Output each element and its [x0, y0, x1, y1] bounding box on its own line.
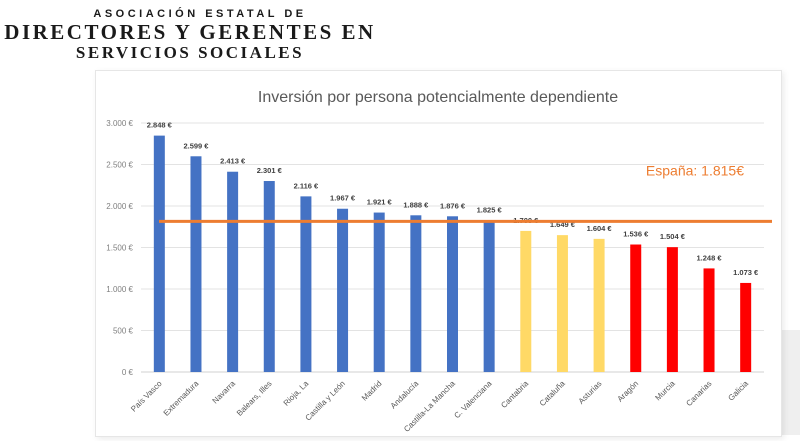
- x-tick-label: C. Valenciana: [452, 379, 494, 421]
- header-line-3: SERVICIOS SOCIALES: [75, 43, 305, 62]
- data-label: 1.967 €: [330, 194, 356, 203]
- header-line-1: ASOCIACIÓN ESTATAL DE: [93, 8, 307, 20]
- data-label: 2.599 €: [183, 141, 209, 150]
- bar: [227, 171, 239, 372]
- bar: [410, 215, 422, 372]
- header-line-2: DIRECTORES Y GERENTES EN: [4, 20, 376, 44]
- data-label: 2.413 €: [220, 157, 246, 166]
- y-tick-label: 500 €: [113, 327, 134, 336]
- y-tick-label: 1.000 €: [106, 285, 133, 294]
- x-tick-label: Madrid: [360, 379, 384, 403]
- y-tick-label: 3.000 €: [106, 119, 133, 128]
- data-label: 1.248 €: [697, 253, 723, 262]
- x-tick-label: Murcia: [653, 379, 677, 403]
- bar: [337, 208, 349, 372]
- y-tick-label: 0 €: [122, 368, 134, 377]
- bar: [630, 244, 642, 372]
- data-label: 2.301 €: [257, 166, 283, 175]
- x-tick-label: Cataluña: [538, 379, 567, 408]
- data-label: 1.921 €: [367, 198, 393, 207]
- data-label: 1.825 €: [477, 206, 503, 215]
- data-label: 1.888 €: [403, 200, 429, 209]
- bar: [373, 212, 385, 372]
- bar: [740, 282, 752, 372]
- x-tick-label: Cantabria: [499, 379, 530, 410]
- x-tick-label: Extremadura: [162, 379, 201, 418]
- data-label: 1.876 €: [440, 201, 466, 210]
- bar: [666, 247, 678, 372]
- bar: [593, 238, 605, 372]
- y-tick-label: 1.500 €: [106, 244, 133, 253]
- data-label: 1.504 €: [660, 232, 686, 241]
- x-tick-label: Canarias: [684, 379, 713, 408]
- data-label: 1.073 €: [733, 268, 759, 277]
- bar: [300, 196, 312, 372]
- chart-title: Inversión por persona potencialmente dep…: [258, 89, 618, 106]
- bar: [447, 216, 458, 372]
- organization-header: ASOCIACIÓN ESTATAL DE DIRECTORES Y GEREN…: [0, 8, 380, 62]
- x-tick-label: Rioja, La: [282, 379, 311, 408]
- data-label: 2.848 €: [147, 121, 173, 130]
- data-label: 2.116 €: [294, 181, 319, 190]
- x-tick-label: Aragón: [616, 379, 641, 404]
- reference-line-label: España: 1.815€: [646, 162, 744, 178]
- bar: [556, 235, 568, 372]
- bar: [190, 156, 202, 372]
- bar-chart: Inversión por persona potencialmente dep…: [106, 89, 772, 434]
- bar: [483, 220, 495, 372]
- x-tick-label: País Vasco: [129, 379, 164, 414]
- bar: [703, 268, 715, 372]
- bar: [153, 135, 165, 372]
- x-tick-label: Andalucía: [389, 379, 421, 411]
- bar: [520, 230, 532, 372]
- x-tick-label: Navarra: [211, 379, 238, 406]
- x-tick-label: Asturias: [577, 379, 604, 406]
- chart-frame: Inversión por persona potencialmente dep…: [95, 70, 782, 437]
- x-tick-label: Galicia: [726, 379, 750, 403]
- data-label: 1.536 €: [623, 230, 649, 239]
- data-label: 1.649 €: [550, 220, 576, 229]
- y-tick-label: 2.500 €: [106, 161, 133, 170]
- data-label: 1.604 €: [587, 224, 613, 233]
- x-tick-label: Balears, Illes: [235, 379, 274, 418]
- y-tick-label: 2.000 €: [106, 202, 133, 211]
- bar: [263, 181, 275, 372]
